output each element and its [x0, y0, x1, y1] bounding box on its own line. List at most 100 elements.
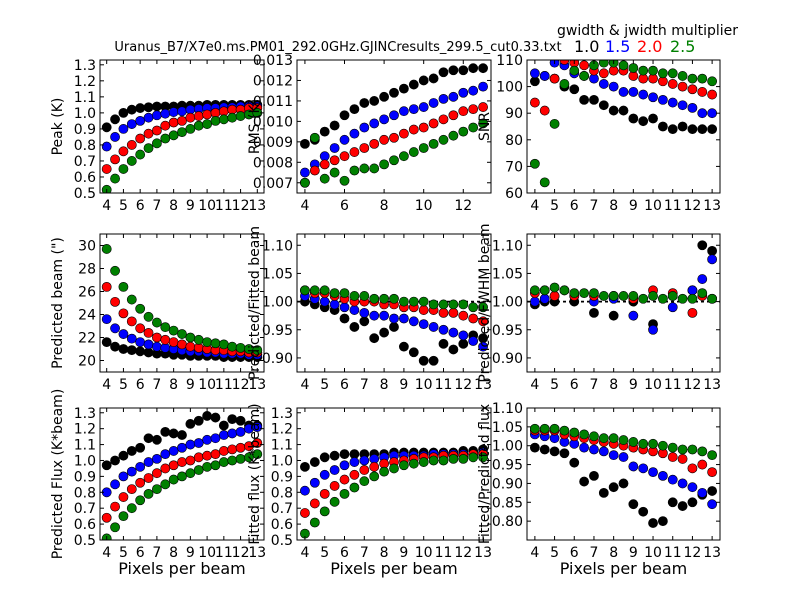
data-point — [110, 342, 119, 351]
x-tick-label: 4 — [102, 545, 111, 561]
data-point — [550, 424, 559, 433]
data-point — [136, 443, 145, 452]
data-point — [678, 479, 687, 488]
x-tick-label: 9 — [629, 198, 638, 214]
data-point — [550, 447, 559, 456]
data-point — [708, 468, 717, 477]
y-tick-label: 1.2 — [74, 74, 96, 90]
data-point — [540, 424, 549, 433]
data-point — [560, 449, 569, 458]
data-point — [300, 139, 309, 148]
x-tick-label: 10 — [198, 377, 216, 393]
data-point — [429, 300, 438, 309]
data-point — [639, 507, 648, 516]
data-point — [370, 334, 379, 343]
x-tick-label: 8 — [169, 377, 178, 393]
data-point — [300, 508, 309, 517]
data-point — [599, 291, 608, 300]
y-tick-label: 1.10 — [492, 238, 523, 254]
data-point — [127, 295, 136, 304]
y-tick-label: 90 — [505, 106, 523, 122]
data-point — [127, 140, 136, 149]
data-point — [228, 113, 237, 122]
data-point — [152, 102, 161, 111]
x-tick-label: 5 — [320, 545, 329, 561]
data-point — [409, 80, 418, 89]
data-point — [419, 320, 428, 329]
y-tick-label: 1.3 — [74, 58, 96, 74]
y-tick-label: 26 — [78, 285, 96, 301]
data-point — [161, 121, 170, 130]
y-tick-label: 0.9 — [271, 469, 293, 485]
data-point — [102, 461, 111, 470]
data-point — [136, 150, 145, 159]
data-point — [228, 415, 237, 424]
data-point — [144, 129, 153, 138]
data-point — [300, 462, 309, 471]
data-point — [589, 308, 598, 317]
data-point — [144, 144, 153, 153]
data-point — [310, 133, 319, 142]
x-tick-label: 7 — [152, 377, 161, 393]
data-point — [370, 119, 379, 128]
data-point — [320, 174, 329, 183]
data-point — [599, 434, 608, 443]
data-point — [380, 294, 389, 303]
data-point — [560, 79, 569, 88]
data-point — [530, 69, 539, 78]
data-point — [119, 164, 128, 173]
data-point — [144, 489, 153, 498]
data-point — [688, 294, 697, 303]
legend-entry-1-0: 1.0 — [574, 37, 599, 56]
figure: Uranus_B7/X7e0.ms.PM01_292.0GHz.GJINCres… — [0, 0, 800, 600]
data-point — [186, 333, 195, 342]
data-point — [409, 125, 418, 134]
data-point — [560, 426, 569, 435]
x-tick-label: 4 — [530, 198, 539, 214]
y-tick-label: 0.90 — [492, 476, 523, 492]
data-point — [370, 462, 379, 471]
data-point — [144, 113, 153, 122]
data-point — [169, 118, 178, 127]
data-point — [370, 139, 379, 148]
data-point — [619, 87, 628, 96]
data-point — [370, 96, 379, 105]
data-point — [203, 451, 212, 460]
data-point — [688, 483, 697, 492]
data-point — [419, 297, 428, 306]
data-point — [340, 461, 349, 470]
data-point — [530, 159, 539, 168]
data-point — [350, 305, 359, 314]
data-point — [177, 340, 186, 349]
data-point — [370, 311, 379, 320]
data-point — [110, 502, 119, 511]
data-point — [370, 472, 379, 481]
data-point — [177, 472, 186, 481]
data-point — [599, 69, 608, 78]
data-point — [698, 74, 707, 83]
y-tick-label: 0.5 — [271, 533, 293, 549]
data-point — [619, 106, 628, 115]
y-tick-label: 0.008 — [253, 155, 293, 171]
data-point — [310, 286, 319, 295]
data-point — [211, 434, 220, 443]
y-tick-label: 1.05 — [492, 266, 523, 282]
x-tick-label: 5 — [119, 198, 128, 214]
data-point — [449, 300, 458, 309]
data-point — [219, 340, 228, 349]
y-tick-label: 0.007 — [253, 176, 293, 192]
data-point — [360, 456, 369, 465]
data-point — [169, 429, 178, 438]
data-point — [310, 478, 319, 487]
data-point — [389, 322, 398, 331]
data-point — [350, 129, 359, 138]
data-point — [119, 329, 128, 338]
data-point — [698, 447, 707, 456]
y-axis-label: RMS (K) — [247, 99, 263, 154]
data-point — [152, 454, 161, 463]
data-point — [310, 499, 319, 508]
data-point — [330, 156, 339, 165]
data-point — [678, 122, 687, 131]
data-point — [350, 457, 359, 466]
data-point — [688, 85, 697, 94]
